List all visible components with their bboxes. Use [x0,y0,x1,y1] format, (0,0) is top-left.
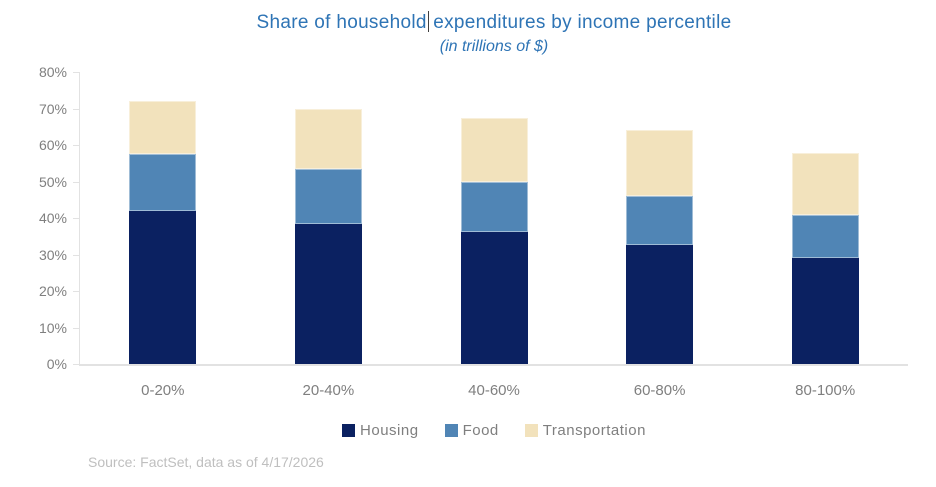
legend-swatch-icon [342,424,356,437]
bar-segment-transportation [791,152,859,216]
x-category-label: 40-60% [468,382,520,399]
x-category-label: 0-20% [141,382,185,399]
y-axis-tick [73,72,79,73]
y-axis-tick [73,364,79,365]
chart-subtitle: (in trillions of $) [439,38,549,55]
bar-segment-housing [626,245,694,364]
legend-item-housing: Housing [342,422,419,439]
y-tick-label: 20% [38,283,67,299]
y-tick-label: 70% [38,100,67,117]
y-axis-tick [73,108,79,110]
legend-item-transportation: Transportation [524,422,646,439]
legend-swatch-icon [444,424,458,437]
bar-segment-food [626,196,694,246]
y-tick-label: 80% [38,64,67,80]
bar-segment-food [460,182,528,232]
bar-segment-transportation [460,117,528,183]
bar-segment-transportation [294,108,362,169]
y-axis-tick [73,327,79,329]
bar-segment-food [129,153,197,212]
x-axis-line [79,364,908,366]
bar-segment-transportation [129,100,197,154]
y-axis-tick [73,291,79,292]
bar-segment-housing [129,211,197,364]
y-tick-label: 0% [46,356,67,372]
bar-segment-housing [294,223,362,364]
y-tick-label: 50% [38,173,67,190]
legend-label: Transportation [542,422,646,439]
bar-segment-housing [791,257,859,364]
y-axis-tick [73,254,79,256]
bar-segment-transportation [626,130,694,197]
legend-swatch-icon [524,424,538,437]
y-tick-label: 60% [38,137,67,153]
bar-segment-housing [460,231,528,364]
bar-segment-food [294,168,362,224]
y-axis-tick [73,218,79,219]
y-axis-tick [73,181,79,183]
text-cursor [427,11,430,32]
chart-title-part1: Share of household [256,12,427,33]
x-category-label: 80-100% [795,382,856,399]
chart-title: Share of household expenditures by income… [80,11,908,34]
x-category-label: 20-40% [302,382,355,399]
y-tick-label: 30% [38,246,67,263]
chart-title-part2: expenditures by income percentile [433,12,732,33]
y-tick-label: 10% [38,319,67,336]
legend-label: Housing [360,422,419,439]
y-axis-tick [73,145,79,146]
source-note: Source: FactSet, data as of 4/17/2026 [88,454,324,470]
legend-label: Food [462,422,499,439]
x-category-label: 60-80% [633,382,686,399]
legend-item-food: Food [444,422,499,439]
y-axis-line [79,72,80,364]
y-tick-label: 40% [38,210,67,226]
bar-segment-food [791,215,859,258]
chart-legend: Housing Food Transportation [80,422,908,439]
